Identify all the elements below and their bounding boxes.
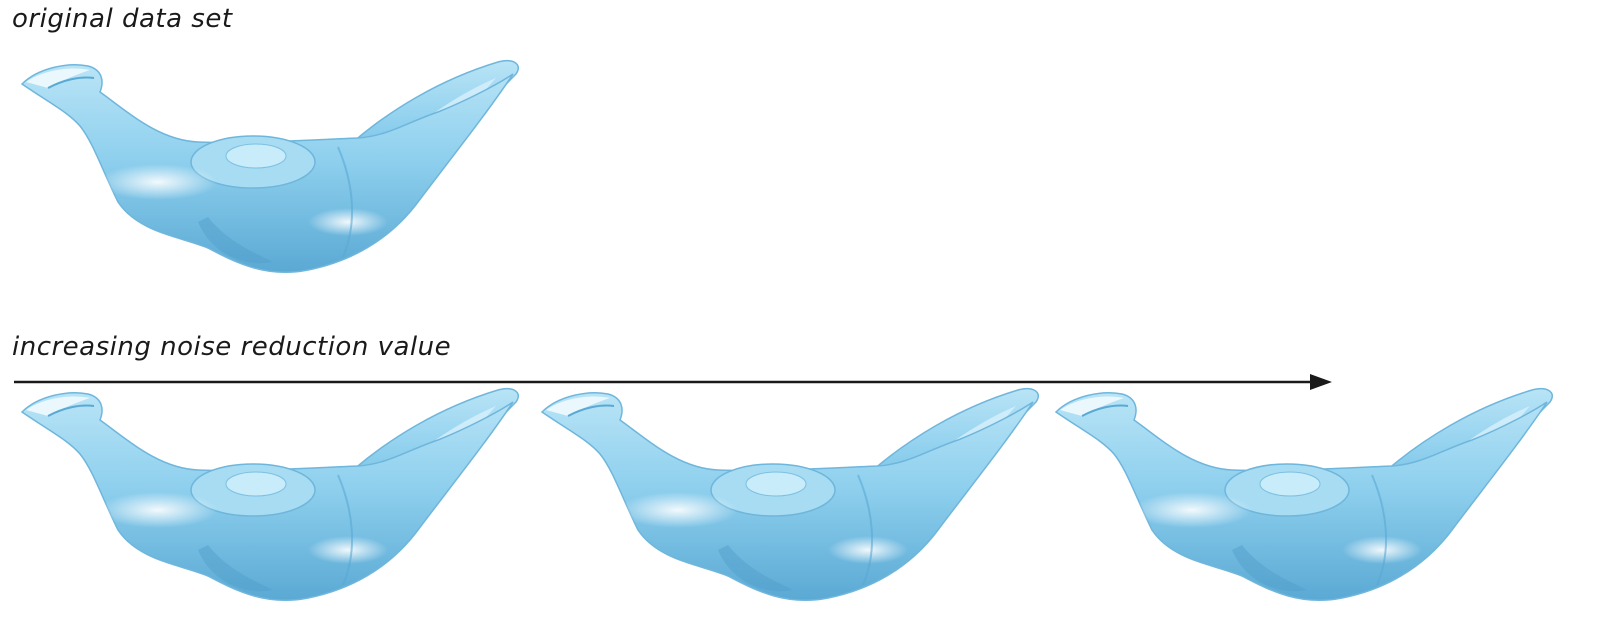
original-shape-figure (8, 52, 528, 292)
smoothed-shape-figure-1 (8, 380, 528, 620)
label-original-data-set: original data set (12, 4, 233, 34)
right-arrow-icon (14, 374, 1332, 390)
smoothed-shape-figure-2 (528, 380, 1048, 620)
label-increasing-noise-reduction: increasing noise reduction value (12, 332, 452, 362)
smoothed-shape-figure-3 (1042, 380, 1562, 620)
